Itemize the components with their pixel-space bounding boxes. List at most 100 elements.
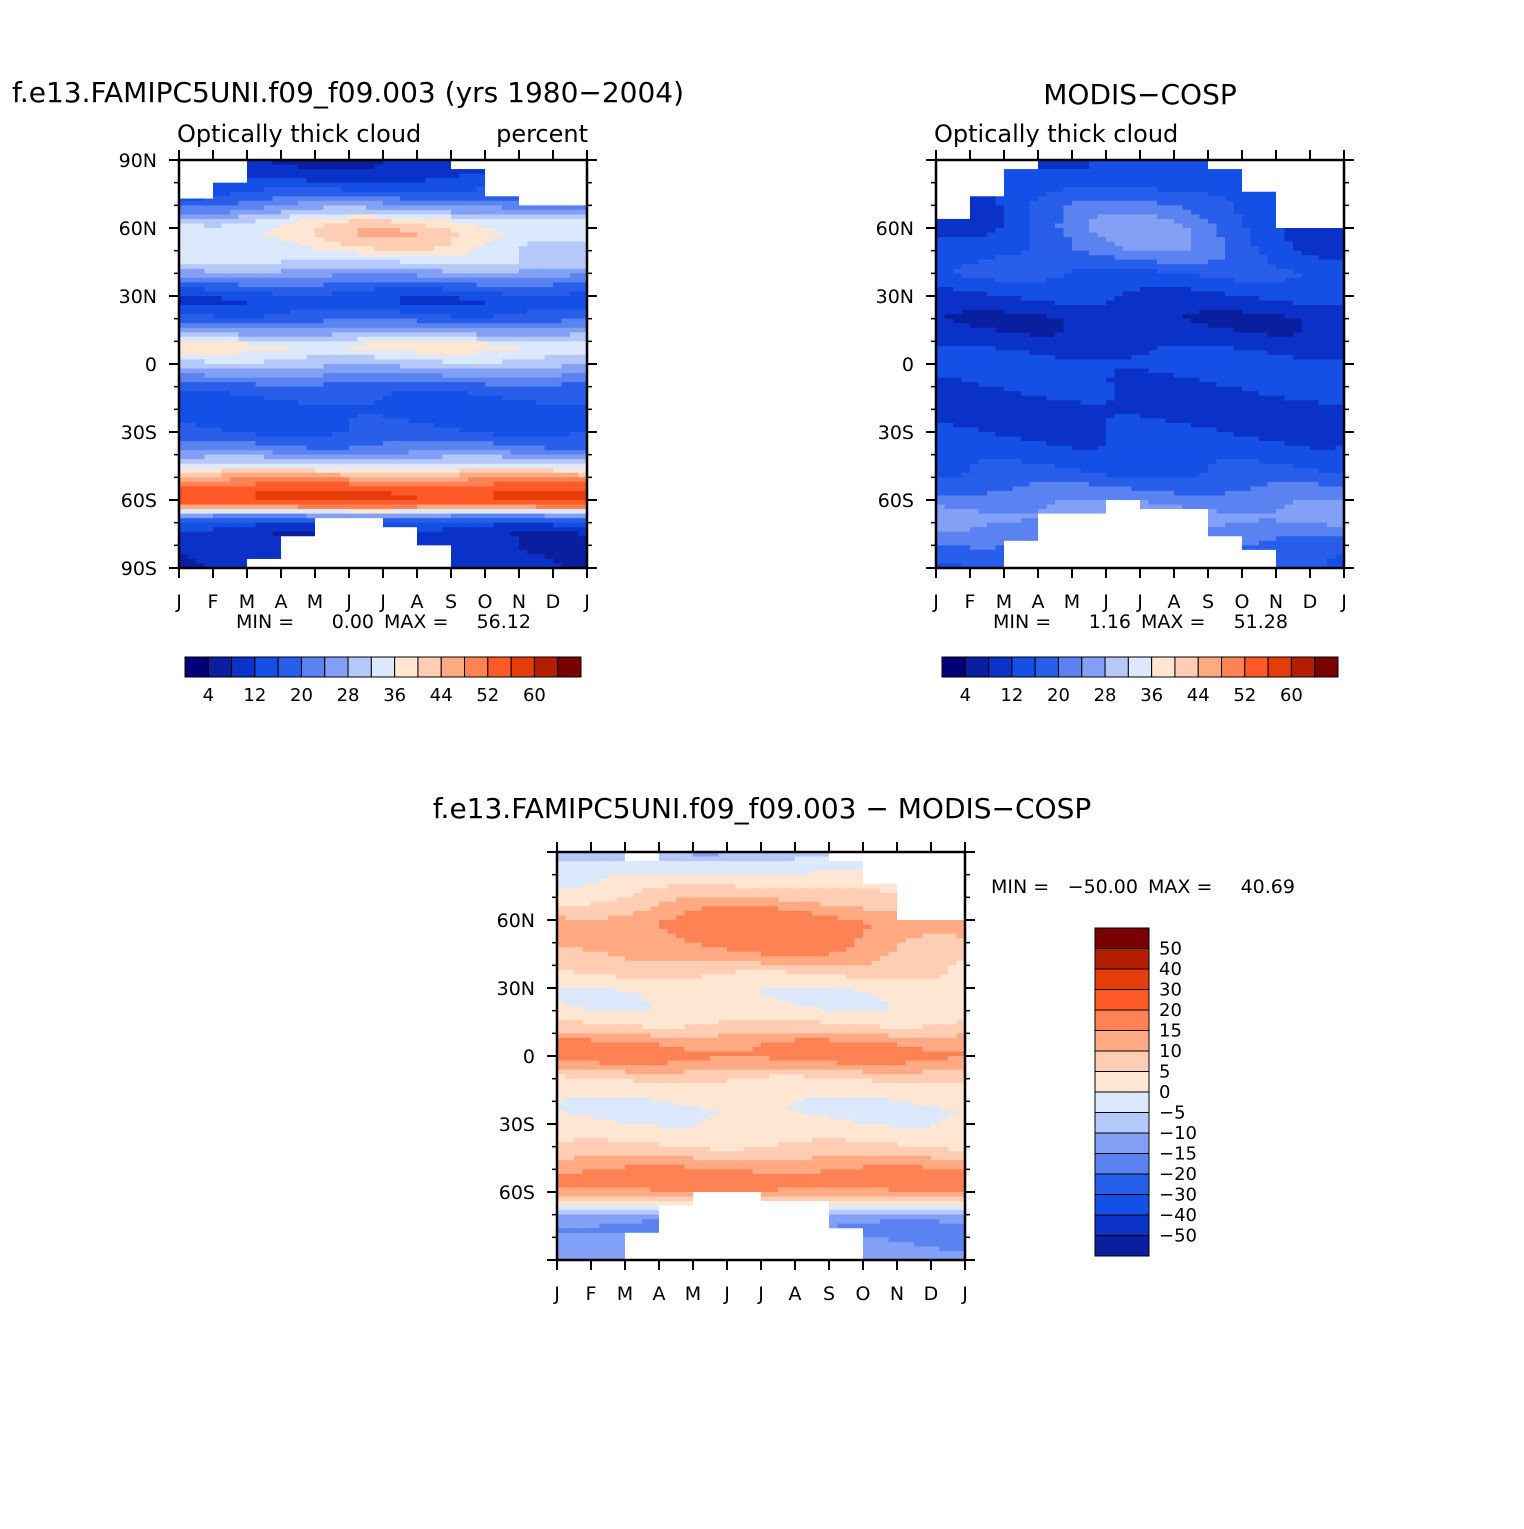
- heatmap-cell: [528, 427, 537, 432]
- heatmap-cell: [1004, 174, 1013, 179]
- missing-data-region: [247, 559, 281, 568]
- heatmap-cell: [264, 201, 273, 206]
- heatmap-cell: [494, 486, 503, 491]
- heatmap-cell: [502, 373, 511, 378]
- heatmap-cell: [1038, 201, 1047, 206]
- heatmap-cell: [477, 423, 486, 428]
- heatmap-cell: [349, 187, 358, 192]
- heatmap-cell: [205, 219, 214, 224]
- heatmap-cell: [196, 527, 205, 532]
- heatmap-cell: [392, 369, 401, 374]
- heatmap-cell: [545, 509, 554, 514]
- heatmap-cell: [426, 192, 435, 197]
- heatmap-cell: [281, 219, 290, 224]
- heatmap-cell: [570, 291, 579, 296]
- heatmap-cell: [290, 350, 299, 355]
- heatmap-cell: [392, 201, 401, 206]
- heatmap-cell: [468, 301, 477, 306]
- heatmap-cell: [519, 400, 528, 405]
- heatmap-cell: [494, 305, 503, 310]
- heatmap-cell: [460, 359, 469, 364]
- heatmap-cell: [409, 341, 418, 346]
- heatmap-cell: [553, 541, 562, 546]
- heatmap-cell: [230, 310, 239, 315]
- heatmap-cell: [417, 287, 426, 292]
- heatmap-cell: [324, 233, 333, 238]
- heatmap-cell: [519, 482, 528, 487]
- heatmap-cell: [383, 369, 392, 374]
- heatmap-cell: [264, 418, 273, 423]
- heatmap-cell: [511, 446, 520, 451]
- heatmap-cell: [477, 373, 486, 378]
- heatmap-cell: [511, 205, 520, 210]
- heatmap-cell: [528, 228, 537, 233]
- heatmap-cell: [256, 505, 265, 510]
- heatmap-cell: [188, 346, 197, 351]
- heatmap-cell: [570, 323, 579, 328]
- heatmap-cell: [434, 201, 443, 206]
- heatmap-cell: [230, 237, 239, 242]
- heatmap-cell: [375, 373, 384, 378]
- heatmap-cell: [528, 409, 537, 414]
- heatmap-cell: [281, 364, 290, 369]
- heatmap-cell: [468, 545, 477, 550]
- heatmap-cell: [409, 223, 418, 228]
- heatmap-cell: [222, 491, 231, 496]
- heatmap-cell: [468, 183, 477, 188]
- heatmap-cell: [315, 269, 324, 274]
- heatmap-cell: [230, 282, 239, 287]
- heatmap-cell: [264, 332, 273, 337]
- heatmap-cell: [375, 278, 384, 283]
- heatmap-cell: [307, 219, 316, 224]
- heatmap-cell: [562, 514, 571, 519]
- heatmap-cell: [460, 319, 469, 324]
- heatmap-cell: [188, 269, 197, 274]
- heatmap-cell: [298, 450, 307, 455]
- heatmap-cell: [477, 554, 486, 559]
- heatmap-cell: [536, 446, 545, 451]
- heatmap-cell: [188, 509, 197, 514]
- heatmap-cell: [324, 291, 333, 296]
- heatmap-cell: [426, 187, 435, 192]
- heatmap-cell: [188, 473, 197, 478]
- heatmap-cell: [332, 432, 341, 437]
- heatmap-cell: [358, 314, 367, 319]
- heatmap-cell: [443, 532, 452, 537]
- heatmap-cell: [332, 350, 341, 355]
- heatmap-cell: [239, 237, 248, 242]
- heatmap-cell: [264, 301, 273, 306]
- heatmap-cell: [536, 210, 545, 215]
- heatmap-cell: [375, 500, 384, 505]
- heatmap-cell: [366, 391, 375, 396]
- heatmap-cell: [417, 414, 426, 419]
- heatmap-cell: [1004, 183, 1013, 188]
- heatmap-cell: [239, 196, 248, 201]
- heatmap-cell: [553, 500, 562, 505]
- heatmap-cell: [324, 373, 333, 378]
- heatmap-cell: [494, 287, 503, 292]
- heatmap-cell: [230, 223, 239, 228]
- heatmap-cell: [400, 187, 409, 192]
- heatmap-cell: [494, 409, 503, 414]
- heatmap-cell: [315, 486, 324, 491]
- heatmap-cell: [392, 437, 401, 442]
- heatmap-cell: [511, 364, 520, 369]
- heatmap-cell: [1251, 201, 1260, 206]
- heatmap-cell: [222, 296, 231, 301]
- heatmap-cell: [179, 369, 188, 374]
- heatmap-cell: [375, 405, 384, 410]
- heatmap-cell: [426, 477, 435, 482]
- heatmap-cell: [358, 165, 367, 170]
- heatmap-cell: [400, 301, 409, 306]
- heatmap-cell: [1166, 169, 1175, 174]
- heatmap-cell: [239, 346, 248, 351]
- heatmap-cell: [375, 201, 384, 206]
- heatmap-cell: [528, 355, 537, 360]
- heatmap-cell: [324, 432, 333, 437]
- heatmap-cell: [315, 233, 324, 238]
- heatmap-cell: [511, 527, 520, 532]
- heatmap-cell: [460, 323, 469, 328]
- heatmap-cell: [519, 495, 528, 500]
- heatmap-cell: [460, 174, 469, 179]
